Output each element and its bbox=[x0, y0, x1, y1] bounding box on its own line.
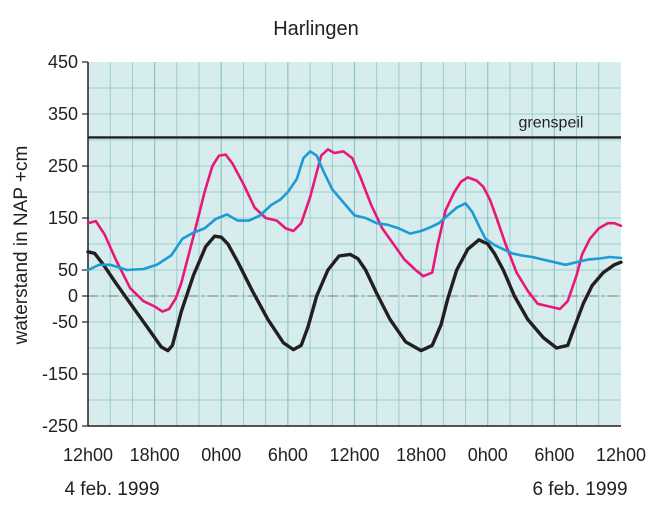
x-tick-label: 6h00 bbox=[268, 445, 308, 465]
y-tick-label: -150 bbox=[42, 364, 78, 384]
series-line-1 bbox=[86, 234, 623, 353]
y-tick-label: -250 bbox=[42, 416, 78, 436]
x-tick-label: 12h00 bbox=[596, 445, 646, 465]
series-line-3 bbox=[86, 150, 623, 272]
series-line-2 bbox=[86, 148, 623, 313]
x-tick-label: 0h00 bbox=[468, 445, 508, 465]
x-tick-label: 12h00 bbox=[329, 445, 379, 465]
x-tick-label: 18h00 bbox=[130, 445, 180, 465]
y-tick-label: 0 bbox=[68, 286, 78, 306]
date-label-end: 6 feb. 1999 bbox=[532, 479, 627, 500]
x-tick-label: 6h00 bbox=[534, 445, 574, 465]
y-tick-label: 50 bbox=[58, 260, 78, 280]
x-tick-label: 0h00 bbox=[201, 445, 241, 465]
grid-lines bbox=[88, 62, 621, 426]
y-tick-label: 150 bbox=[48, 208, 78, 228]
y-tick-label: -50 bbox=[52, 312, 78, 332]
y-tick-label: 350 bbox=[48, 104, 78, 124]
date-label-start: 4 feb. 1999 bbox=[64, 479, 159, 500]
y-tick-label: 450 bbox=[48, 52, 78, 72]
reference-line-label: grenspeil bbox=[519, 114, 584, 131]
y-tick-label: 250 bbox=[48, 156, 78, 176]
x-tick-label: 12h00 bbox=[63, 445, 113, 465]
y-axis-label: waterstand in NAP +cm bbox=[11, 146, 32, 346]
x-tick-label: 18h00 bbox=[396, 445, 446, 465]
plot-area: 450 350 250 150 50 0 -50 -150 -250 12h00 18h00 0h00… bbox=[42, 52, 646, 465]
chart-title: Harlingen bbox=[273, 18, 359, 40]
